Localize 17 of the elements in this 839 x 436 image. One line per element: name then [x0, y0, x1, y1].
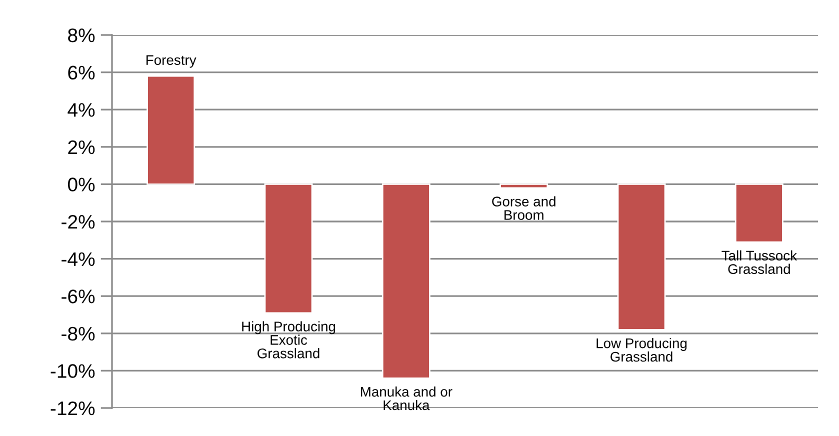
y-tick-label: 2% [68, 140, 95, 154]
y-tick-label: -6% [62, 290, 95, 304]
x-tick-label: Gorse and Broom [492, 196, 556, 220]
x-tick-label: Low Producing Grassland [596, 338, 687, 362]
y-tick-label: 4% [68, 103, 95, 117]
y-tick-label: 6% [68, 66, 95, 80]
y-tick-label: 8% [68, 28, 95, 42]
y-tick-label: -10% [50, 364, 95, 378]
x-tick-label: Forestry [146, 55, 196, 68]
y-tick-label: -8% [62, 326, 95, 341]
y-tick-label: -12% [50, 401, 95, 416]
y-tick-label: 0% [68, 178, 95, 192]
x-tick-label: Tall Tussock Grassland [722, 250, 798, 274]
y-tick-label: -2% [62, 214, 95, 229]
x-tick-label: High Producing Exotic Grassland [242, 321, 336, 358]
x-tick-label: Manuka and or Kanuka [360, 386, 452, 410]
y-tick-label: -4% [62, 252, 95, 266]
